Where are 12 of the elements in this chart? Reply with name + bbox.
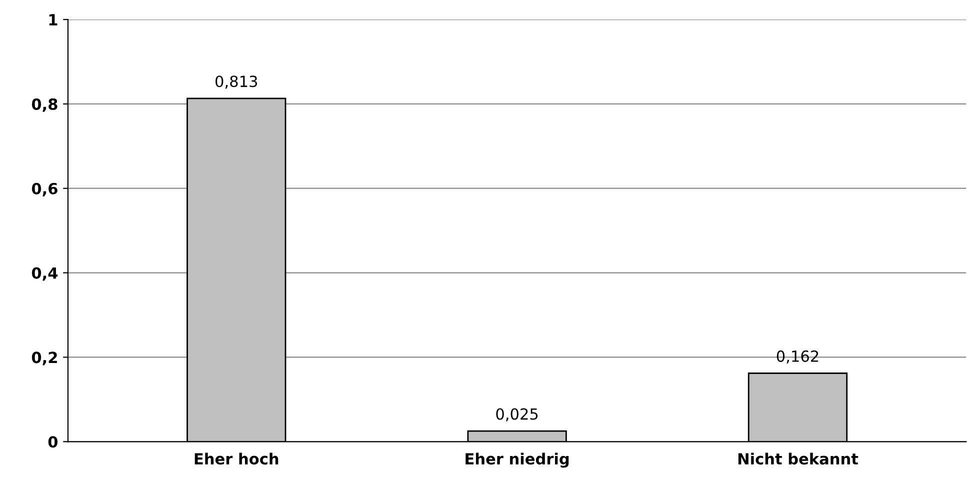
y-tick-label: 1 <box>49 14 58 26</box>
x-tick-label: Eher hoch <box>194 452 278 465</box>
y-tick-label: 0,4 <box>32 267 58 281</box>
y-tick-label: 0 <box>48 436 58 448</box>
x-tick-label: Eher niedrig <box>466 452 569 468</box>
y-tick-label: 0,8 <box>32 98 58 112</box>
x-tick-label: Nicht bekannt <box>738 452 858 465</box>
y-tick-label: 0,2 <box>32 352 57 366</box>
data-label: 0,025 <box>496 408 538 422</box>
data-label: 0,162 <box>776 350 818 364</box>
data-label: 0,813 <box>216 76 258 89</box>
y-tick-label: 0,6 <box>32 182 58 196</box>
